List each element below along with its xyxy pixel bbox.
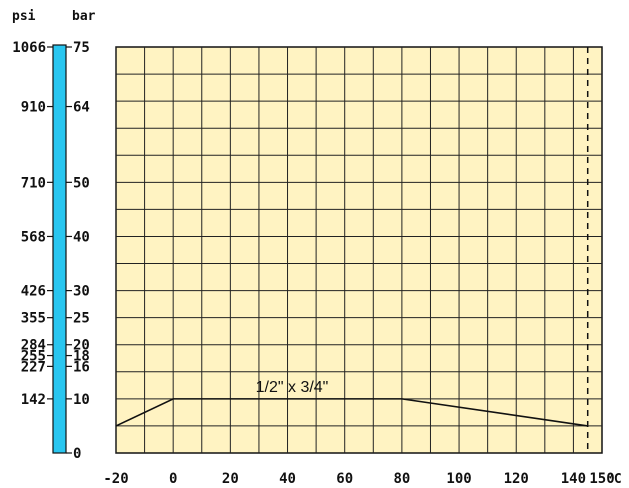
plot-area [115,46,603,454]
psi-tick-label: 355 [21,311,46,327]
bar-tick-label: 30 [73,284,90,300]
series-line [115,398,588,427]
bar-tick-label: 16 [73,359,90,375]
bar-tick-label: 50 [73,175,90,191]
psi-unit-label: psi [12,9,36,24]
x-unit-label: °C [606,472,622,487]
psi-tick-label: 910 [21,100,46,116]
bar-tick-label: 25 [73,311,90,327]
bar-tick-label: 75 [73,40,90,56]
x-tick-label: 150 [589,471,614,487]
x-tick-label: 120 [504,471,529,487]
x-tick-label: 0 [169,471,177,487]
bar-tick-label: 18 [73,349,90,365]
x-tick-label: 60 [336,471,353,487]
psi-tick-label: 142 [21,392,46,408]
psi-tick-label: 568 [21,229,46,245]
x-tick-label: 140 [561,471,586,487]
psi-tick-label: 255 [21,349,46,365]
bar-tick-label: 0 [73,446,81,462]
x-tick-label: 40 [279,471,296,487]
psi-tick-label: 1066 [12,40,46,56]
x-tick-labels: -20 0 20 40 60 80 100 120 140 150 [103,471,614,487]
bar-unit-label: bar [72,9,96,24]
psi-tick-label: 284 [21,338,46,354]
psi-tick-label: 426 [21,284,46,300]
x-tick-label: 80 [393,471,410,487]
bar-tick-label: 64 [73,100,90,116]
bar-tick-label: 10 [73,392,90,408]
psi-tick-label: 710 [21,175,46,191]
bar-tick-label: 20 [73,338,90,354]
x-tick-label: 100 [446,471,471,487]
series-label: 1/2" x 3/4" [256,379,329,396]
grid-lines [115,47,602,453]
x-tick-label: 20 [222,471,239,487]
bar-tick-label: 40 [73,229,90,245]
x-tick-label: -20 [103,471,128,487]
psi-tick-label: 227 [21,359,46,375]
pressure-scale-bar [52,44,67,454]
